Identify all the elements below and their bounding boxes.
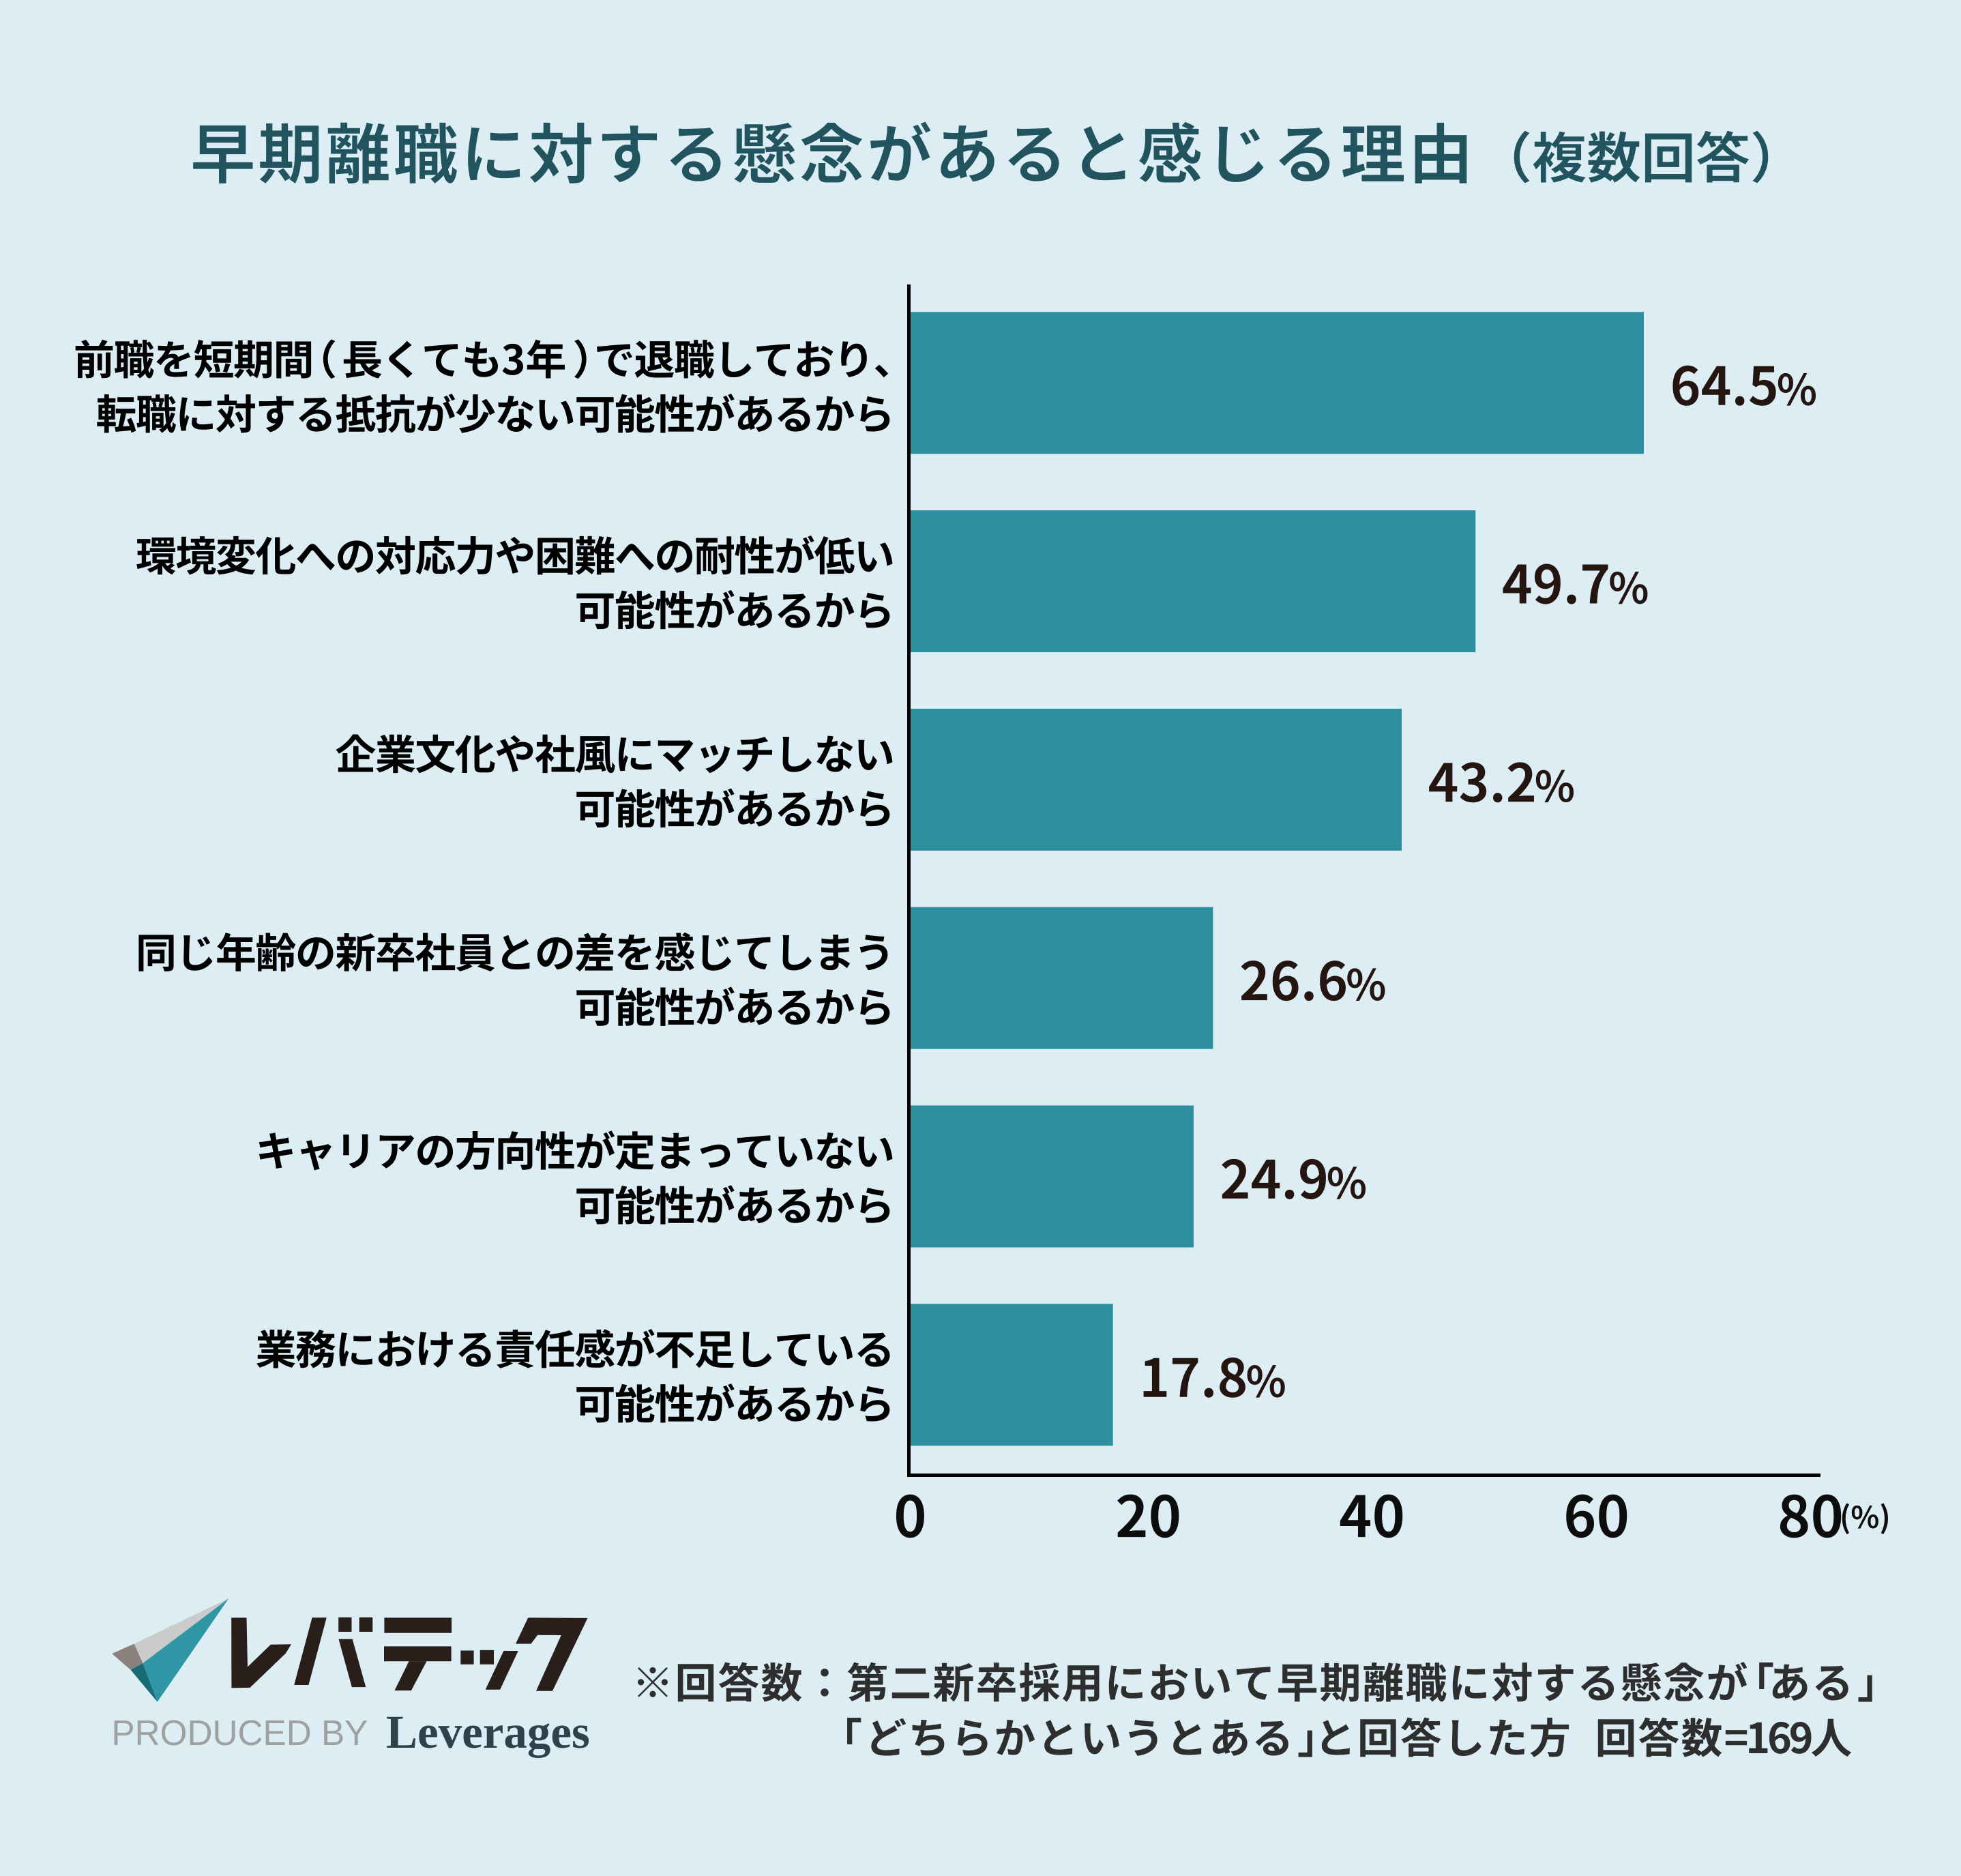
svg-text:PRODUCED BY: PRODUCED BY — [111, 1714, 368, 1753]
svg-text:Leverages: Leverages — [386, 1706, 590, 1758]
